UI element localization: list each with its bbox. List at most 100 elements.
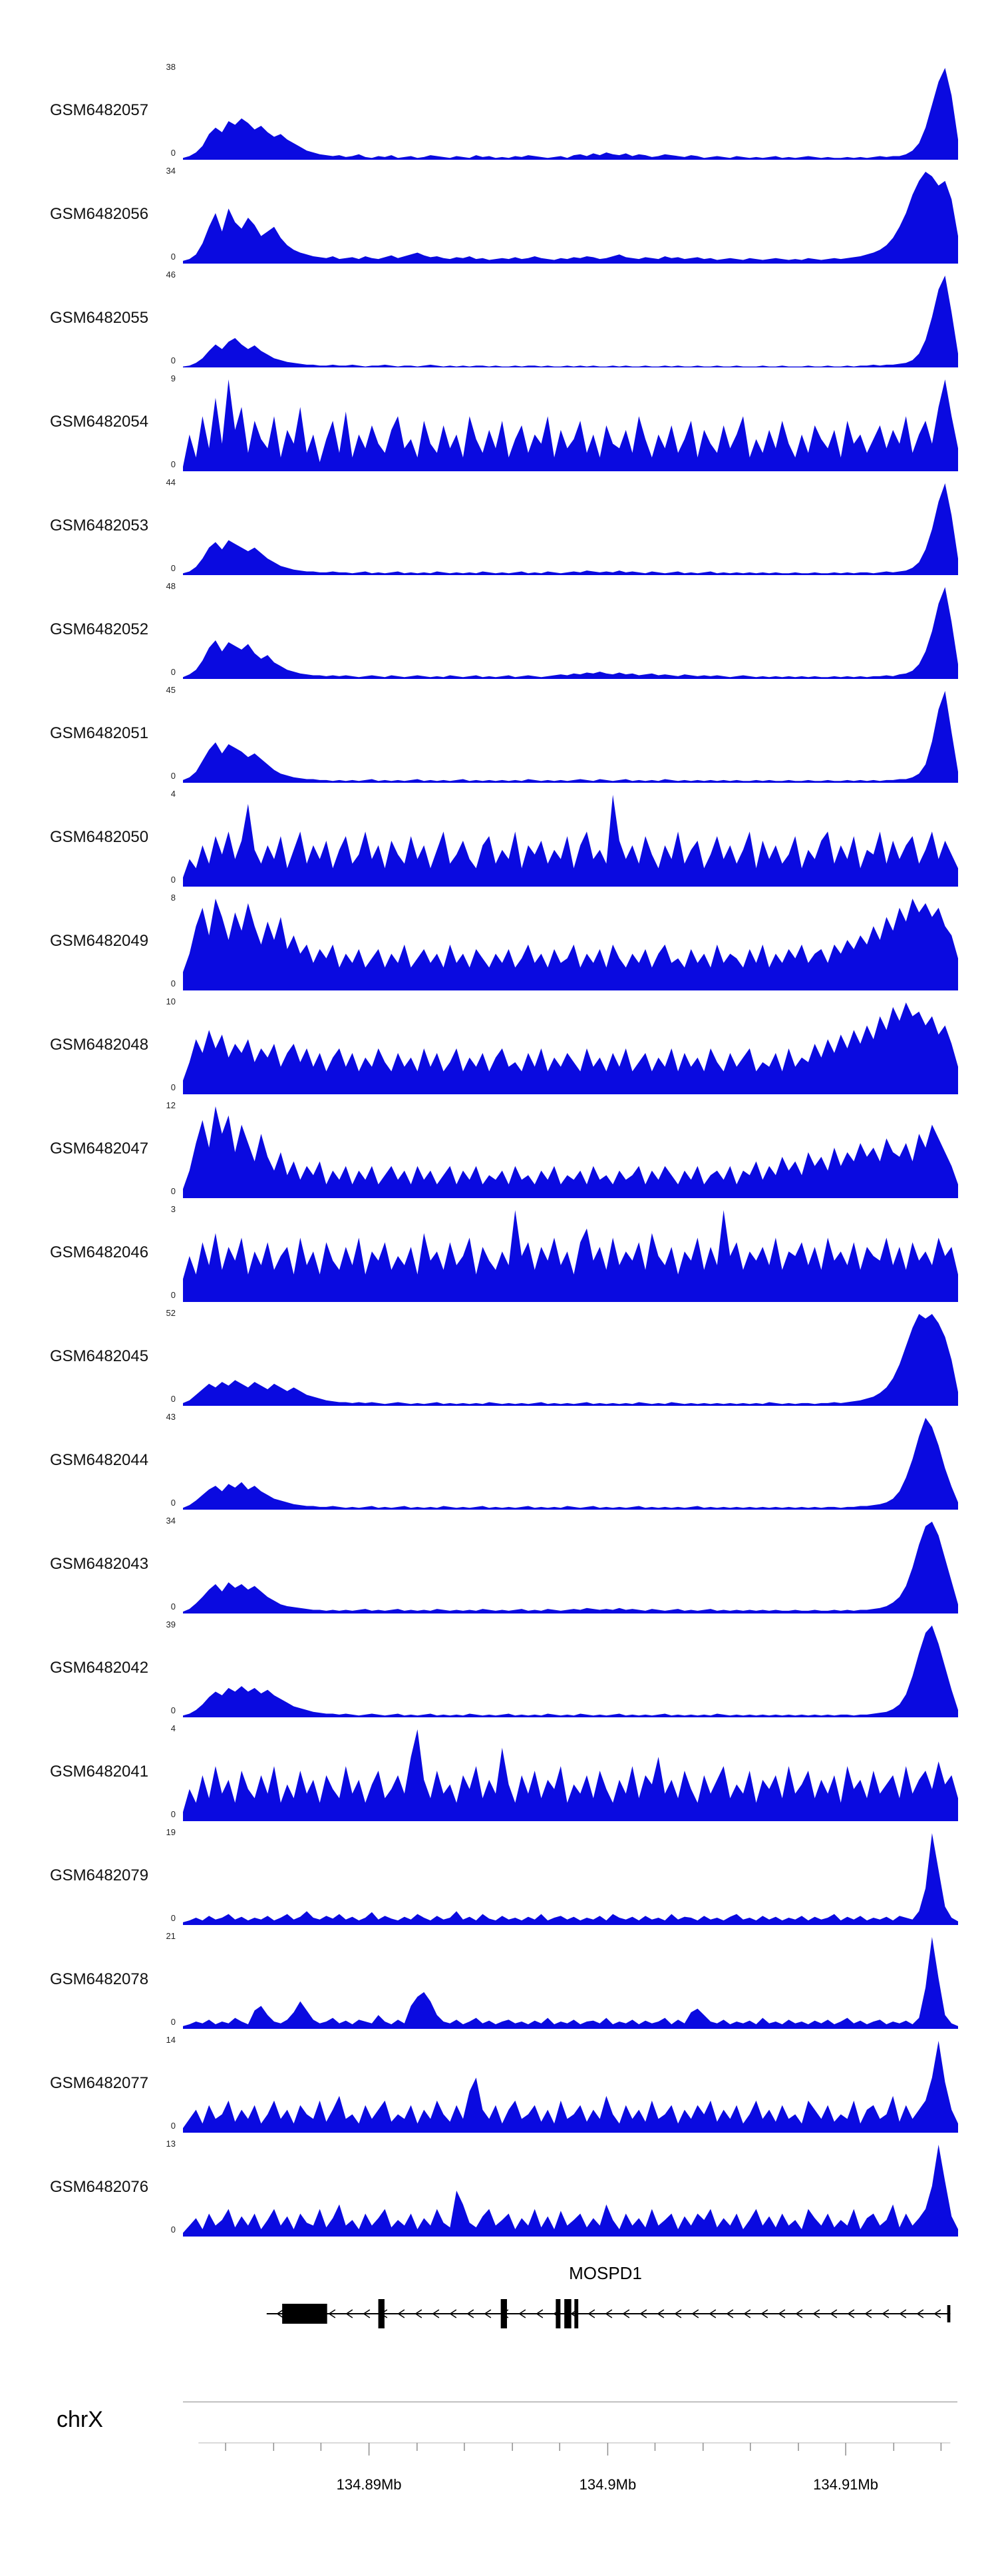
track-label: GSM6482078: [50, 1970, 149, 1988]
strand-arrow-icon: [795, 2309, 803, 2318]
track-label: GSM6482046: [50, 1243, 149, 1261]
track-label: GSM6482043: [50, 1555, 149, 1573]
strand-arrow-icon: [726, 2309, 734, 2318]
track-row: GSM6482046 3 0: [0, 1202, 998, 1306]
y-axis-max-label: 13: [166, 2139, 176, 2149]
track-label: GSM6482077: [50, 2074, 149, 2092]
strand-arrow-icon: [605, 2309, 613, 2318]
track-row: GSM6482045 52 0: [0, 1306, 998, 1410]
y-axis-max-label: 12: [166, 1100, 176, 1110]
y-axis-min-label: 0: [170, 978, 176, 988]
y-axis-max-label: 48: [166, 581, 176, 591]
strand-arrow-icon: [466, 2309, 474, 2318]
y-axis-max-label: 44: [166, 477, 176, 487]
y-axis-min-label: 0: [170, 1498, 176, 1508]
track-label: GSM6482054: [50, 413, 149, 431]
track-row: GSM6482047 12 0: [0, 1098, 998, 1202]
signal-area: [183, 1210, 958, 1302]
signal-area: [183, 1937, 958, 2029]
signal-area: [183, 379, 958, 471]
track-label: GSM6482057: [50, 101, 149, 119]
signal-area: [183, 1625, 958, 1717]
y-axis-min-label: 0: [170, 2225, 176, 2235]
strand-arrow-icon: [345, 2309, 353, 2318]
coverage-signal-plot: [183, 172, 958, 264]
signal-area: [183, 587, 958, 679]
y-axis-min-label: 0: [170, 1809, 176, 1819]
track-label: GSM6482079: [50, 1866, 149, 1884]
strand-arrow-icon: [933, 2309, 941, 2318]
strand-arrow-icon: [536, 2309, 544, 2318]
strand-arrow-icon: [812, 2309, 820, 2318]
y-axis-max-label: 34: [166, 166, 176, 176]
signal-area: [183, 1314, 958, 1406]
strand-arrow-icon: [484, 2309, 492, 2318]
track-label: GSM6482052: [50, 620, 149, 638]
track-row: GSM6482041 4 0: [0, 1721, 998, 1825]
y-axis-min-label: 0: [170, 252, 176, 262]
coverage-signal-plot: [183, 1625, 958, 1717]
coverage-signal-plot: [183, 587, 958, 679]
coverage-signal-plot: [183, 1418, 958, 1510]
y-axis-min-label: 0: [170, 1394, 176, 1404]
strand-arrow-icon: [864, 2309, 872, 2318]
signal-area: [183, 2145, 958, 2237]
signal-area: [183, 483, 958, 575]
coverage-signal-plot: [183, 1833, 958, 1925]
y-axis-max-label: 52: [166, 1308, 176, 1318]
exon-box: [947, 2305, 951, 2322]
y-axis-min-label: 0: [170, 2121, 176, 2131]
chromosome-label: chrX: [57, 2407, 103, 2432]
y-axis-max-label: 4: [170, 1723, 176, 1733]
strand-arrow-icon: [882, 2309, 890, 2318]
y-axis-max-label: 14: [166, 2035, 176, 2045]
y-axis-min-label: 0: [170, 1913, 176, 1923]
coverage-signal-plot: [183, 1106, 958, 1198]
track-row: GSM6482055 46 0: [0, 268, 998, 371]
y-axis-max-label: 39: [166, 1619, 176, 1629]
signal-area: [183, 68, 958, 160]
signal-area: [183, 1002, 958, 1094]
coverage-signal-plot: [183, 1522, 958, 1613]
genome-axis-ruler: [198, 2442, 951, 2456]
y-axis-min-label: 0: [170, 875, 176, 885]
signal-area: [183, 172, 958, 264]
strand-arrow-icon: [328, 2309, 336, 2318]
track-row: GSM6482048 10 0: [0, 994, 998, 1098]
signal-area: [183, 1418, 958, 1510]
ruler-coordinate-label: 134.91Mb: [813, 2476, 878, 2493]
strand-arrow-icon: [830, 2309, 838, 2318]
y-axis-max-label: 8: [170, 893, 176, 903]
coverage-signal-plot: [183, 1002, 958, 1094]
track-row: GSM6482054 9 0: [0, 371, 998, 475]
coverage-signal-plot: [183, 483, 958, 575]
y-axis-min-label: 0: [170, 1705, 176, 1715]
track-label: GSM6482041: [50, 1763, 149, 1781]
y-axis-min-label: 0: [170, 563, 176, 573]
y-axis-min-label: 0: [170, 1290, 176, 1300]
exon-box: [500, 2299, 507, 2328]
coverage-signal-plot: [183, 2145, 958, 2237]
exon-box: [556, 2299, 561, 2328]
track-row: GSM6482051 45 0: [0, 683, 998, 787]
track-label: GSM6482051: [50, 724, 149, 742]
track-label: GSM6482045: [50, 1347, 149, 1365]
coverage-signal-plot: [183, 2041, 958, 2133]
y-axis-min-label: 0: [170, 459, 176, 469]
y-axis-max-label: 10: [166, 996, 176, 1006]
coverage-signal-plot: [183, 691, 958, 783]
strand-arrow-icon: [674, 2309, 682, 2318]
y-axis-max-label: 19: [166, 1827, 176, 1837]
y-axis-max-label: 3: [170, 1204, 176, 1214]
signal-area: [183, 276, 958, 367]
ruler-coordinate-label: 134.89Mb: [336, 2476, 402, 2493]
strand-arrow-icon: [760, 2309, 768, 2318]
y-axis-max-label: 21: [166, 1931, 176, 1941]
y-axis-min-label: 0: [170, 148, 176, 158]
coverage-signal-plot: [183, 1729, 958, 1821]
y-axis-min-label: 0: [170, 1082, 176, 1092]
gene-name-label: MOSPD1: [569, 2263, 642, 2283]
y-axis-max-label: 4: [170, 789, 176, 799]
track-label: GSM6482076: [50, 2178, 149, 2196]
track-label: GSM6482047: [50, 1140, 149, 1158]
